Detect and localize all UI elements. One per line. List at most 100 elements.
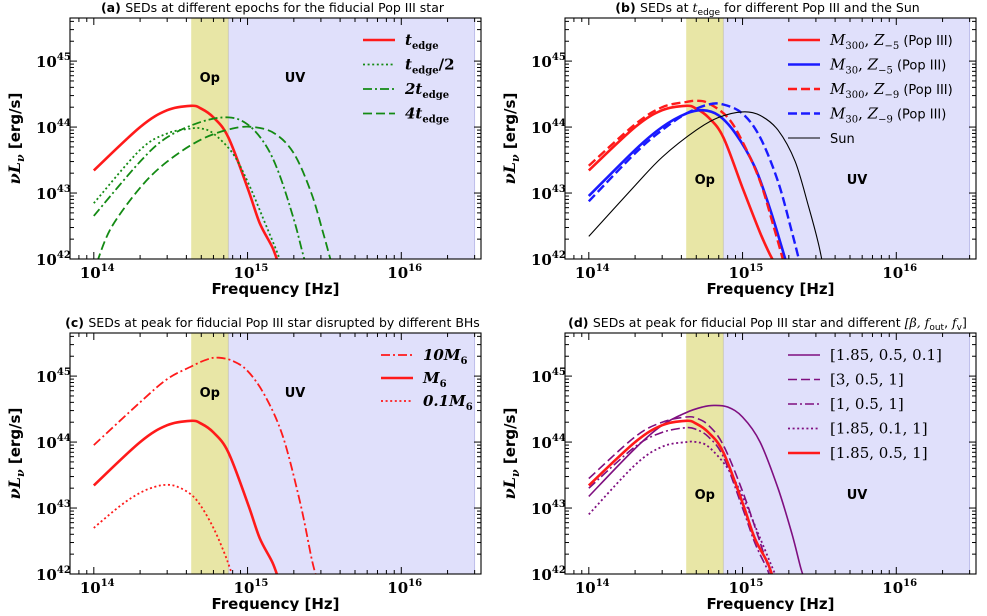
x-axis-label: Frequency [Hz] xyxy=(706,280,834,298)
title-math-sub: out xyxy=(929,323,944,333)
tick-base: 10 xyxy=(36,434,57,452)
y-label-symbol: νL xyxy=(500,162,519,184)
legend-text: [1.85, 0.5, 1] xyxy=(830,444,928,462)
title-prefix: (c) xyxy=(65,315,88,330)
title-math-f2: f xyxy=(951,315,959,330)
legend-label-3: M30, Z−9 (Pop III) xyxy=(829,105,946,126)
tick-base: 10 xyxy=(36,566,57,584)
tick-base: 10 xyxy=(234,264,255,282)
legend-sub-z: −5 xyxy=(884,41,899,52)
y-axis-label: νLν [erg/s] xyxy=(500,408,522,500)
legend-sep: , xyxy=(864,80,874,98)
y-tick-label: 1044 xyxy=(36,118,71,137)
y-tick-label: 1043 xyxy=(531,499,566,518)
y-tick-label: 1042 xyxy=(531,565,566,584)
series-line-0 xyxy=(92,104,279,259)
band-label-uv: UV xyxy=(285,71,306,86)
x-tick-label: 1015 xyxy=(729,263,764,282)
tick-exponent: 14 xyxy=(596,263,610,274)
band-op-shading xyxy=(191,18,229,259)
tick-base: 10 xyxy=(36,368,57,386)
y-tick-label: 1043 xyxy=(531,184,566,203)
legend-sub: 6 xyxy=(440,379,447,390)
series-line-3 xyxy=(97,125,332,259)
x-tick-label: 1014 xyxy=(80,263,115,282)
legend-math: M xyxy=(829,56,846,74)
tick-base: 10 xyxy=(882,264,903,282)
y-label-sub: ν xyxy=(14,154,27,162)
title-math-end: ] xyxy=(962,315,967,330)
legend-sub: edge xyxy=(422,90,449,101)
axes-frame xyxy=(69,17,482,260)
legend-tag: (Pop III) xyxy=(893,108,947,123)
y-axis-label: νLν [erg/s] xyxy=(5,408,27,500)
tick-base: 10 xyxy=(729,264,750,282)
y-tick-label: 1044 xyxy=(531,433,566,452)
tick-exponent: 45 xyxy=(552,52,566,63)
legend-text: [1.85, 0.5, 0.1] xyxy=(830,346,942,364)
legend-math: M xyxy=(829,105,846,123)
legend-label-4: Sun xyxy=(830,132,855,147)
axes-frame xyxy=(564,332,977,575)
legend-sub-z: −9 xyxy=(884,90,899,101)
legend-label-1: M6 xyxy=(422,369,447,390)
tick-exponent: 15 xyxy=(254,263,268,274)
legend-label-2: [1, 0.5, 1] xyxy=(830,395,904,413)
legend-label-1: M30, Z−5 (Pop III) xyxy=(829,56,946,77)
title-math-f: f xyxy=(924,315,932,330)
panel-title: (a) SEDs at different epochs for the fid… xyxy=(101,0,445,15)
legend-sep: , xyxy=(858,105,868,123)
x-axis-label: Frequency [Hz] xyxy=(211,280,339,298)
title-math-sub2: v xyxy=(957,323,963,333)
band-label-uv: UV xyxy=(285,386,306,401)
tick-exponent: 16 xyxy=(903,578,917,589)
legend-math: M xyxy=(829,31,846,49)
legend-math-z: Z xyxy=(867,105,879,123)
tick-exponent: 42 xyxy=(552,565,566,576)
y-label-unit: [erg/s] xyxy=(6,408,24,470)
series-line-2 xyxy=(588,426,771,574)
legend-label-4: [1.85, 0.5, 1] xyxy=(830,444,928,462)
band-label-op: Op xyxy=(695,173,715,188)
series-line-0 xyxy=(93,356,317,574)
legend-label-1: [3, 0.5, 1] xyxy=(830,371,904,389)
legend-text: [3, 0.5, 1] xyxy=(830,371,904,389)
tick-base: 10 xyxy=(531,500,552,518)
title-text: SEDs at peak for fiducial Pop III star d… xyxy=(88,315,479,330)
legend-math: M xyxy=(829,80,846,98)
y-tick-label: 1042 xyxy=(531,250,566,269)
band-label-op: Op xyxy=(200,386,220,401)
band-label-uv: UV xyxy=(847,488,868,503)
title-text-2: for different Pop III and the Sun xyxy=(720,0,920,15)
tick-exponent: 15 xyxy=(254,578,268,589)
series-line-1 xyxy=(587,108,787,259)
tick-exponent: 44 xyxy=(552,118,566,129)
legend: [1.85, 0.5, 0.1] [3, 0.5, 1] [1, 0.5, 1] [1… xyxy=(788,346,942,462)
legend-text: [1, 0.5, 1] xyxy=(830,395,904,413)
tick-base: 10 xyxy=(531,53,552,71)
legend-text: Sun xyxy=(830,132,855,147)
series-line-2 xyxy=(93,483,233,574)
legend-sub: 30 xyxy=(845,115,858,126)
tick-base: 10 xyxy=(80,579,101,597)
title-math-sub: edge xyxy=(698,8,721,18)
legend-math: M xyxy=(422,369,440,387)
x-tick-label: 1015 xyxy=(729,578,764,597)
series-lines xyxy=(92,104,332,259)
y-tick-label: 1044 xyxy=(36,433,71,452)
tick-exponent: 45 xyxy=(57,52,71,63)
tick-exponent: 43 xyxy=(552,184,566,195)
legend-text: [1.85, 0.1, 1] xyxy=(830,420,928,438)
series-line-0 xyxy=(587,104,774,259)
y-label-sub: ν xyxy=(509,469,522,477)
band-label-op: Op xyxy=(695,488,715,503)
title-text: SEDs at peak for fiducial Pop III star a… xyxy=(593,315,905,330)
title-text: SEDs at xyxy=(640,0,692,15)
legend-label-0: [1.85, 0.5, 0.1] xyxy=(830,346,942,364)
legend-sub-z: −9 xyxy=(878,115,893,126)
legend-math: t xyxy=(405,56,412,74)
title-math: [β, xyxy=(905,315,925,330)
tick-base: 10 xyxy=(531,566,552,584)
series-line-3 xyxy=(587,102,801,259)
